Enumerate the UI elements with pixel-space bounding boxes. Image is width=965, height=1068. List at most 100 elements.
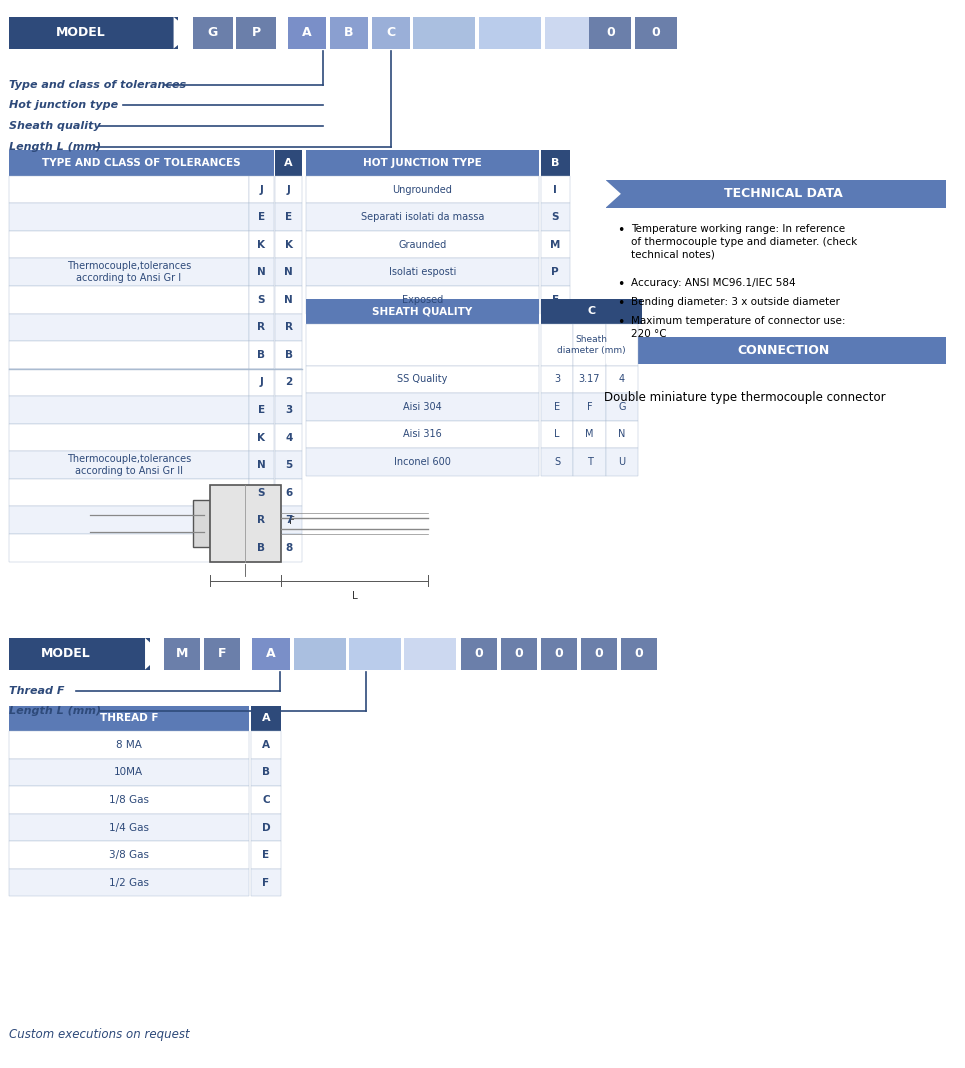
Bar [164, 638, 200, 670]
Text: 10MA: 10MA [114, 768, 144, 778]
Text: R: R [285, 323, 292, 332]
Bar [545, 17, 607, 49]
Bar [541, 393, 573, 421]
Bar [275, 203, 302, 231]
Bar [236, 17, 276, 49]
Bar [9, 452, 249, 478]
Text: D: D [262, 822, 270, 833]
Text: J: J [287, 185, 290, 194]
Text: A: A [302, 27, 312, 40]
Text: Thermocouple,tolerances
according to Ansi Gr I: Thermocouple,tolerances according to Ans… [67, 262, 191, 283]
Text: SS Quality: SS Quality [398, 374, 448, 384]
Bar [251, 869, 281, 896]
Bar [249, 258, 273, 286]
Bar [306, 325, 539, 365]
Bar [541, 258, 569, 286]
Bar [461, 638, 497, 670]
Text: B: B [285, 350, 292, 360]
Bar [275, 506, 302, 534]
Text: Type and class of tolerances: Type and class of tolerances [9, 80, 186, 90]
Bar [404, 638, 456, 670]
Bar [306, 231, 539, 258]
Text: Temperature working range: In reference
of thermocouple type and diameter. (chec: Temperature working range: In reference … [631, 223, 858, 260]
Bar [275, 396, 302, 424]
Text: E: E [552, 295, 559, 304]
Text: Bending diameter: 3 x outside diameter: Bending diameter: 3 x outside diameter [631, 297, 841, 307]
Text: Aisi 316: Aisi 316 [403, 429, 442, 439]
Text: 3/8 Gas: 3/8 Gas [109, 850, 149, 860]
Text: R: R [257, 323, 265, 332]
Text: Separati isolati da massa: Separati isolati da massa [361, 213, 484, 222]
Bar [330, 17, 368, 49]
Bar [306, 421, 539, 449]
Bar [573, 393, 606, 421]
Text: Sheath
diameter (mm): Sheath diameter (mm) [557, 335, 625, 355]
Text: 4: 4 [285, 433, 292, 442]
Text: Custom executions on request: Custom executions on request [9, 1027, 189, 1040]
Bar [193, 17, 233, 49]
Text: Inconel 600: Inconel 600 [394, 457, 451, 467]
Text: •: • [617, 278, 624, 290]
Text: A: A [285, 158, 293, 168]
Bar [9, 506, 249, 534]
Bar [9, 258, 249, 286]
Text: E: E [286, 213, 292, 222]
Bar [606, 393, 638, 421]
Bar [9, 314, 249, 341]
Bar [249, 506, 273, 534]
Text: 3.17: 3.17 [579, 374, 600, 384]
Polygon shape [606, 180, 620, 207]
Text: 0: 0 [555, 647, 564, 660]
Bar [541, 421, 573, 449]
Text: C: C [386, 27, 395, 40]
Text: Isolati esposti: Isolati esposti [389, 267, 456, 278]
Bar [9, 368, 249, 396]
Bar [541, 231, 569, 258]
Bar [606, 421, 638, 449]
Text: L: L [351, 592, 357, 601]
Text: S: S [258, 295, 264, 304]
Bar [249, 314, 273, 341]
Bar [249, 203, 273, 231]
Text: 0: 0 [594, 647, 603, 660]
Bar [275, 258, 302, 286]
Text: HOT JUNCTION TYPE: HOT JUNCTION TYPE [363, 158, 482, 168]
Text: G: G [207, 27, 218, 40]
Text: Hot junction type: Hot junction type [9, 99, 118, 110]
Bar [573, 325, 606, 365]
Bar [275, 424, 302, 452]
Bar [9, 396, 249, 424]
Text: MODEL: MODEL [55, 27, 105, 40]
Polygon shape [145, 638, 162, 670]
Bar [249, 368, 273, 396]
Bar [541, 299, 642, 325]
Bar [541, 203, 569, 231]
Bar [9, 534, 249, 562]
Bar [413, 17, 476, 49]
Text: C: C [262, 795, 269, 805]
Bar [293, 638, 345, 670]
Text: Maximum temperature of connector use:
220 °C: Maximum temperature of connector use: 22… [631, 316, 846, 339]
Bar [275, 368, 302, 396]
Text: •: • [617, 297, 624, 310]
Bar [249, 452, 273, 478]
Text: 6: 6 [285, 488, 292, 498]
Bar [275, 314, 302, 341]
Text: N: N [285, 295, 293, 304]
Bar [204, 638, 240, 670]
Bar [249, 396, 273, 424]
Bar [275, 231, 302, 258]
Bar [9, 869, 249, 896]
Bar [9, 842, 249, 869]
Text: K: K [257, 239, 265, 250]
Bar [606, 449, 638, 475]
Bar [348, 638, 401, 670]
Bar [541, 176, 569, 203]
Bar [606, 325, 638, 365]
Bar [606, 336, 947, 364]
Bar [249, 478, 273, 506]
Text: M: M [550, 239, 561, 250]
Bar [306, 449, 539, 475]
Text: 0: 0 [606, 27, 615, 40]
Bar [9, 151, 273, 176]
